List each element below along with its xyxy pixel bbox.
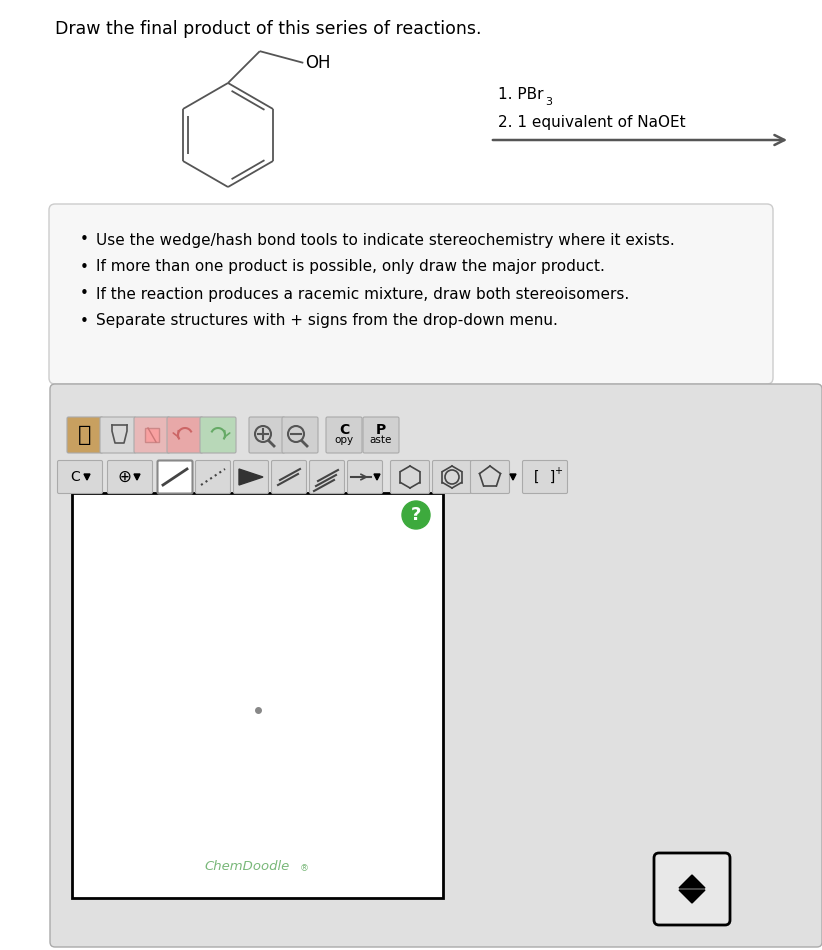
FancyBboxPatch shape	[310, 461, 344, 493]
Text: ChemDoodle: ChemDoodle	[205, 860, 290, 873]
Text: •: •	[80, 314, 89, 329]
Text: P: P	[376, 423, 386, 437]
FancyBboxPatch shape	[67, 417, 103, 453]
Text: OH: OH	[305, 54, 330, 72]
Text: •: •	[80, 287, 89, 301]
FancyBboxPatch shape	[432, 461, 472, 493]
Polygon shape	[134, 474, 140, 480]
Text: If more than one product is possible, only draw the major product.: If more than one product is possible, on…	[96, 259, 605, 275]
Text: ®: ®	[300, 864, 309, 873]
Text: aste: aste	[370, 435, 392, 445]
FancyBboxPatch shape	[271, 461, 307, 493]
Polygon shape	[374, 474, 380, 480]
Text: •: •	[80, 259, 89, 275]
Text: 2. 1 equivalent of NaOEt: 2. 1 equivalent of NaOEt	[498, 115, 686, 130]
FancyBboxPatch shape	[58, 461, 103, 493]
FancyBboxPatch shape	[100, 417, 136, 453]
FancyBboxPatch shape	[470, 461, 510, 493]
FancyBboxPatch shape	[233, 461, 269, 493]
FancyBboxPatch shape	[654, 853, 730, 925]
FancyBboxPatch shape	[390, 461, 430, 493]
Polygon shape	[239, 469, 263, 485]
FancyBboxPatch shape	[108, 461, 153, 493]
Text: 🖐: 🖐	[78, 425, 92, 445]
Polygon shape	[510, 474, 516, 480]
Text: [ ]: [ ]	[533, 470, 557, 484]
Text: opy: opy	[335, 435, 353, 445]
FancyBboxPatch shape	[249, 417, 285, 453]
FancyBboxPatch shape	[134, 417, 170, 453]
Polygon shape	[679, 875, 705, 888]
Text: C: C	[70, 470, 80, 484]
FancyBboxPatch shape	[523, 461, 567, 493]
Text: ?: ?	[411, 506, 421, 524]
Text: C: C	[339, 423, 349, 437]
FancyBboxPatch shape	[49, 204, 773, 384]
Polygon shape	[84, 474, 90, 480]
Text: 3: 3	[545, 97, 552, 107]
FancyBboxPatch shape	[363, 417, 399, 453]
Text: Use the wedge/hash bond tools to indicate stereochemistry where it exists.: Use the wedge/hash bond tools to indicat…	[96, 233, 675, 248]
FancyBboxPatch shape	[326, 417, 362, 453]
Text: •: •	[80, 233, 89, 248]
FancyBboxPatch shape	[348, 461, 382, 493]
Text: If the reaction produces a racemic mixture, draw both stereoisomers.: If the reaction produces a racemic mixtu…	[96, 287, 630, 301]
FancyBboxPatch shape	[282, 417, 318, 453]
Text: Separate structures with + signs from the drop-down menu.: Separate structures with + signs from th…	[96, 314, 558, 329]
FancyBboxPatch shape	[167, 417, 203, 453]
Text: 1. PBr: 1. PBr	[498, 87, 543, 102]
Polygon shape	[145, 428, 159, 442]
Text: +: +	[554, 466, 562, 476]
FancyBboxPatch shape	[200, 417, 236, 453]
Bar	[72, 493, 443, 898]
FancyBboxPatch shape	[196, 461, 230, 493]
Polygon shape	[679, 890, 705, 903]
FancyBboxPatch shape	[50, 384, 822, 947]
Text: Draw the final product of this series of reactions.: Draw the final product of this series of…	[55, 20, 482, 38]
Circle shape	[402, 501, 430, 529]
FancyBboxPatch shape	[158, 461, 192, 493]
Text: ⊕: ⊕	[117, 468, 131, 486]
